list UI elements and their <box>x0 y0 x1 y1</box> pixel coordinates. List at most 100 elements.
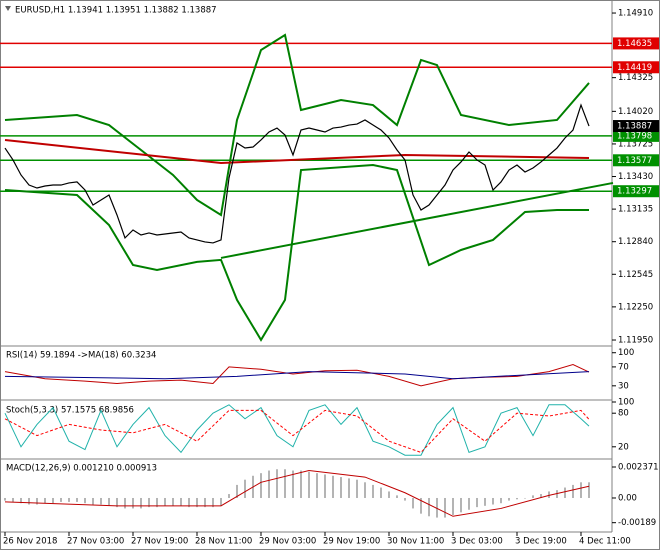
histogram-bar <box>220 497 222 506</box>
histogram-bar <box>340 477 342 498</box>
histogram-bar <box>116 497 118 508</box>
histogram-bar <box>436 497 438 518</box>
histogram-bar <box>228 494 230 498</box>
price-label-box <box>613 154 659 167</box>
histogram-bar <box>100 497 102 505</box>
histogram-bar <box>92 497 94 505</box>
y-tick-label: 0.00 <box>618 493 637 503</box>
y-tick-label: 100 <box>618 398 634 408</box>
signal-line <box>4 470 590 517</box>
y-tick-label: 1.14325 <box>618 73 653 83</box>
price-label: 1.13297 <box>617 187 652 197</box>
indicator-line <box>4 409 590 453</box>
x-tick-label: 29 Nov 03:00 <box>259 537 316 547</box>
histogram-bar <box>76 497 78 502</box>
x-tick-label: 26 Nov 2018 <box>3 537 57 547</box>
histogram-bar <box>308 471 310 498</box>
histogram-bar <box>236 484 238 498</box>
histogram-bar <box>84 497 86 504</box>
histogram-bar <box>68 497 70 502</box>
price-label: 1.13887 <box>617 122 652 132</box>
y-tick-label: 20 <box>618 442 629 452</box>
histogram-bar <box>540 494 542 498</box>
price-label: 1.14635 <box>617 39 652 49</box>
x-tick-label: 30 Nov 11:00 <box>387 537 444 547</box>
histogram-bar <box>516 497 518 500</box>
y-tick-label: 1.14020 <box>618 107 653 117</box>
histogram-bar <box>132 497 134 509</box>
histogram-bar <box>124 497 126 509</box>
indicator-line <box>4 364 590 387</box>
histogram-bar <box>212 497 214 508</box>
histogram-bar <box>4 497 6 501</box>
x-tick-label: 27 Nov 19:00 <box>131 537 188 547</box>
histogram-bar <box>180 497 182 506</box>
histogram-bar <box>268 470 270 498</box>
x-tick-label: 28 Nov 11:00 <box>195 537 252 547</box>
histogram-bar <box>316 473 318 498</box>
trendline <box>220 181 614 259</box>
histogram-bar <box>468 497 470 510</box>
price-line <box>4 103 590 244</box>
histogram-bar <box>356 479 358 498</box>
symbol-icon <box>5 6 11 11</box>
histogram-bar <box>332 475 334 498</box>
histogram-bar <box>348 478 350 498</box>
histogram-bar <box>108 497 110 506</box>
x-tick-label: 29 Nov 19:00 <box>323 537 380 547</box>
histogram-bar <box>156 497 158 508</box>
price-label: 1.13577 <box>617 156 652 166</box>
y-tick-label: 1.13725 <box>618 139 653 149</box>
histogram-bar <box>556 490 558 498</box>
histogram-bar <box>276 469 278 498</box>
y-tick-label: 1.13430 <box>618 172 653 182</box>
histogram-bar <box>452 497 454 515</box>
histogram-bar <box>492 497 494 505</box>
histogram-bar <box>428 497 430 517</box>
price-label-box <box>613 120 659 133</box>
y-tick-label: 1.14910 <box>618 9 653 19</box>
histogram-bar <box>532 495 534 498</box>
histogram-bar <box>420 497 422 514</box>
moving-average <box>4 138 590 165</box>
histogram-bar <box>52 497 54 504</box>
histogram-bar <box>284 469 286 498</box>
histogram-bar <box>12 497 14 502</box>
y-tick-label: 70 <box>618 362 629 372</box>
price-label-box <box>613 37 659 50</box>
price-label-box <box>613 61 659 74</box>
x-tick-label: 4 Dec 11:00 <box>579 537 631 547</box>
histogram-bar <box>524 497 526 499</box>
histogram-bar <box>148 497 150 508</box>
histogram-bar <box>244 479 246 498</box>
x-tick-label: 3 Dec 03:00 <box>451 537 503 547</box>
histogram-bar <box>324 474 326 498</box>
x-tick-label: 27 Nov 03:00 <box>67 537 124 547</box>
histogram-bar <box>388 491 390 498</box>
histogram-bar <box>36 497 38 505</box>
histogram-bar <box>140 497 142 509</box>
histogram-bar <box>196 497 198 508</box>
histogram-bar <box>404 497 406 501</box>
histogram-bar <box>188 497 190 508</box>
y-tick-label: 0.002371 <box>618 462 659 472</box>
rsi-title: RSI(14) 59.1894 ->MA(18) 60.3234 <box>6 351 156 361</box>
price-label-box <box>613 129 659 142</box>
histogram-bar <box>44 497 46 504</box>
y-tick-label: 1.11950 <box>618 336 653 346</box>
y-tick-label: 1.12840 <box>618 237 653 247</box>
y-tick-label: 1.13135 <box>618 205 653 215</box>
histogram-bar <box>588 482 590 498</box>
histogram-bar <box>260 473 262 498</box>
y-tick-label: -0.00189 <box>618 518 656 528</box>
histogram-bar <box>396 495 398 498</box>
histogram-bar <box>300 470 302 498</box>
histogram-bar <box>364 482 366 498</box>
y-tick-label: 100 <box>618 348 634 358</box>
lower-band <box>4 164 589 342</box>
histogram-bar <box>20 497 22 504</box>
histogram-bar <box>204 497 206 508</box>
price-label-box <box>613 185 659 198</box>
stoch-title: Stoch(5,3,3) 57.1575 68.9856 <box>6 406 134 416</box>
